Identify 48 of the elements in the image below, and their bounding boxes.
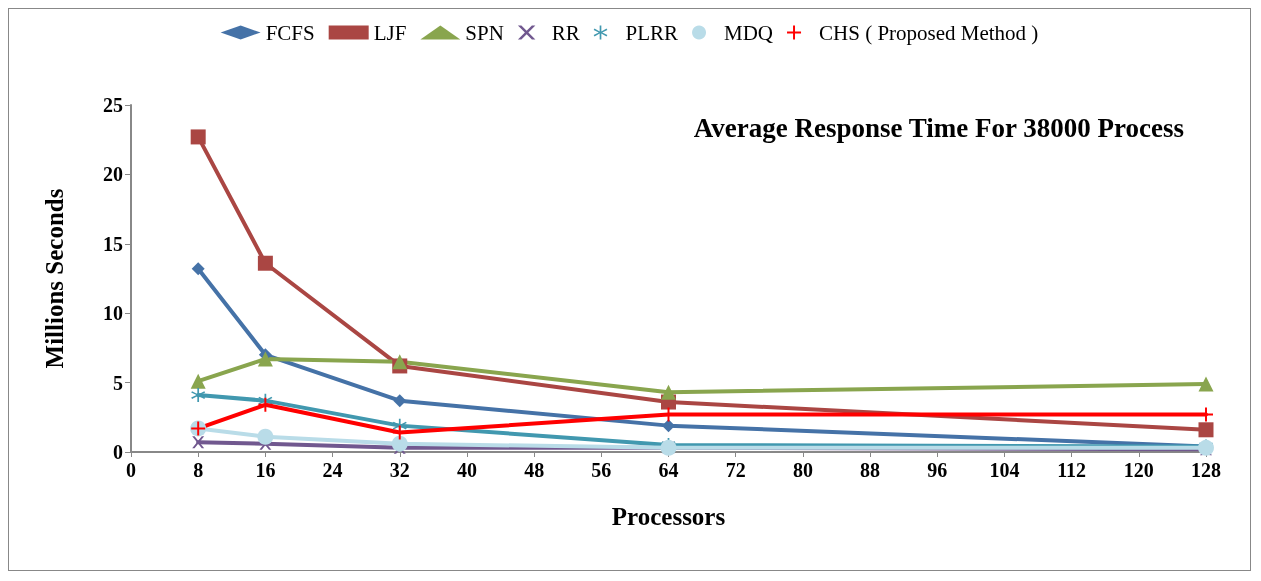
point [192,436,205,449]
point [661,384,676,400]
x-tick-label: 48 [524,459,545,481]
point [257,428,274,445]
point [1198,376,1214,392]
point [393,394,407,408]
x-tick-label: 88 [860,459,881,481]
x-tick-label: 96 [927,459,948,481]
legend-label: RR [551,20,580,45]
point [257,351,273,367]
x-tick-label: 16 [255,459,276,481]
x-tick-label: 72 [725,459,746,481]
point [190,129,206,145]
point [662,419,675,433]
chart-title: Average Response Time For 38000 Process [693,112,1185,143]
y-tick-label: 5 [113,371,123,394]
legend-label: CHS ( Proposed Method ) [819,20,1039,45]
x-tick-label: 80 [792,459,813,481]
y-tick-label: 15 [103,232,123,255]
legend-label: SPN [465,20,504,45]
y-axis-title: Millions Seconds [41,188,68,369]
point [1198,422,1214,438]
point [258,397,273,412]
x-tick-label: 24 [322,459,343,481]
y-tick-label: 25 [103,94,123,116]
y-tick-label: 20 [103,163,123,186]
point [391,435,408,452]
x-tick-label: 32 [389,459,410,481]
point [257,255,273,271]
legend-label: MDQ [724,20,774,45]
y-tick-label: 0 [113,441,123,463]
y-tick-label: 10 [103,302,123,325]
x-tick-label: 40 [456,459,477,481]
x-tick-label: 104 [989,459,1020,481]
legend-label: LJF [373,20,407,45]
point [191,262,205,276]
legend-label: PLRR [625,20,679,45]
x-tick-label: 56 [591,459,612,481]
x-tick-label: 64 [658,459,679,481]
x-tick-label: 120 [1123,459,1154,481]
x-tick-label: 128 [1191,459,1221,481]
x-tick-label: 112 [1057,459,1087,481]
point [190,373,206,389]
x-tick-label: 8 [193,459,204,481]
point [191,388,206,403]
x-axis-title: Processors [611,503,726,530]
point [392,354,408,370]
legend-label: FCFS [265,20,315,45]
